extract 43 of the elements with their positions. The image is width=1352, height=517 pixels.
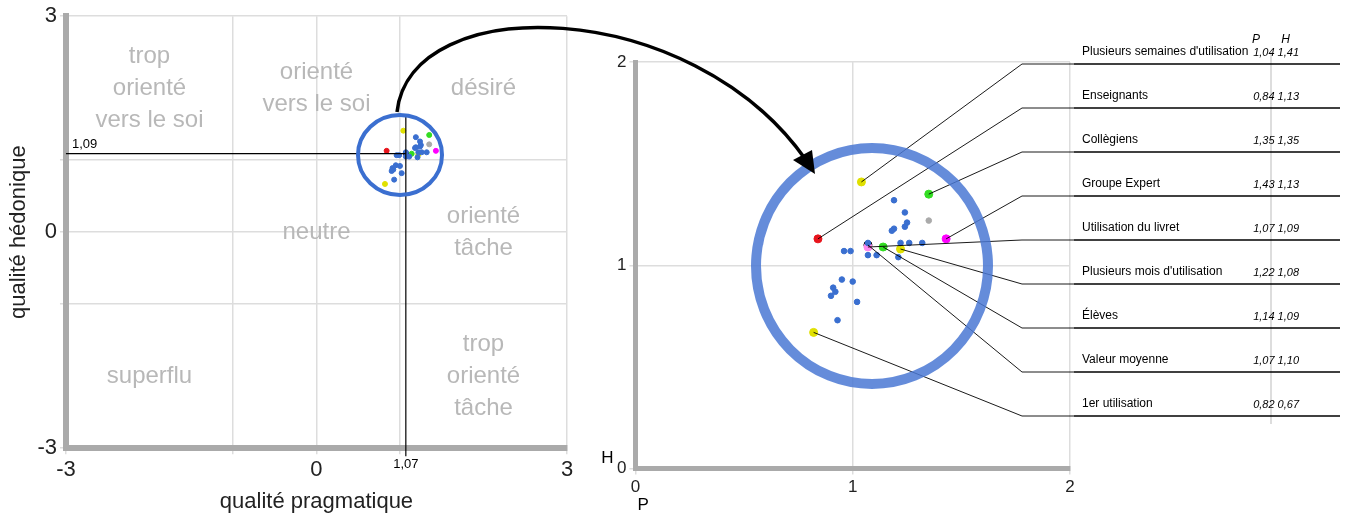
annotation: orienté vers le soi bbox=[262, 56, 371, 116]
text: Élèves bbox=[1082, 307, 1119, 323]
annotation: orienté tâche bbox=[446, 200, 521, 260]
x-axis-title: qualité pragmatique bbox=[219, 487, 414, 513]
y-tick-label: 0 bbox=[44, 218, 57, 244]
text: Enseignants bbox=[1082, 88, 1149, 103]
text: 0,82 0,67 bbox=[1253, 397, 1300, 410]
annotation: neutre bbox=[282, 216, 351, 244]
text: Valeur moyenne bbox=[1082, 352, 1169, 367]
text: Collègiens bbox=[1082, 132, 1139, 147]
x-tick-label: 2 bbox=[1065, 477, 1075, 497]
annotation: superflu bbox=[106, 360, 193, 388]
text: Plusieurs semaines d'utilisation bbox=[1082, 44, 1249, 59]
x-axis-title: P bbox=[637, 494, 649, 514]
ref-line-label: 1,09 bbox=[71, 135, 98, 151]
y-tick-label: 3 bbox=[44, 2, 57, 28]
text: 1,35 1,35 bbox=[1253, 133, 1300, 146]
text: Plusieurs mois d'utilisation bbox=[1082, 264, 1223, 279]
text: Groupe Expert bbox=[1082, 176, 1161, 191]
annotation: trop orienté vers le soi bbox=[95, 40, 204, 132]
text: 1,14 1,09 bbox=[1253, 309, 1299, 322]
ref-line-label: 1,07 bbox=[393, 456, 419, 472]
x-tick-label: 1 bbox=[847, 477, 858, 497]
y-axis-title: H bbox=[601, 447, 614, 467]
text: Utilisation du livret bbox=[1082, 220, 1181, 235]
text: P bbox=[1251, 32, 1260, 47]
text: 0,84 1,13 bbox=[1253, 89, 1300, 102]
x-tick-label: 3 bbox=[560, 456, 574, 482]
text: 1,22 1,08 bbox=[1253, 265, 1300, 278]
y-tick-label: -3 bbox=[37, 434, 57, 460]
text: 1,07 1,10 bbox=[1253, 353, 1300, 366]
annotation: désiré bbox=[450, 72, 517, 100]
y-axis-title: qualité hédonique bbox=[5, 145, 31, 320]
text: H bbox=[1281, 32, 1290, 47]
y-tick-label: 1 bbox=[616, 254, 627, 274]
y-tick-label: 2 bbox=[616, 51, 627, 71]
x-tick-label: 0 bbox=[310, 456, 323, 482]
text: 1,07 1,09 bbox=[1253, 221, 1299, 234]
x-tick-label: 0 bbox=[630, 477, 641, 497]
text: 1,43 1,13 bbox=[1253, 177, 1300, 190]
annotation: trop orienté tâche bbox=[446, 328, 521, 420]
text: 1,04 1,41 bbox=[1253, 45, 1299, 58]
text: 1er utilisation bbox=[1082, 396, 1153, 411]
